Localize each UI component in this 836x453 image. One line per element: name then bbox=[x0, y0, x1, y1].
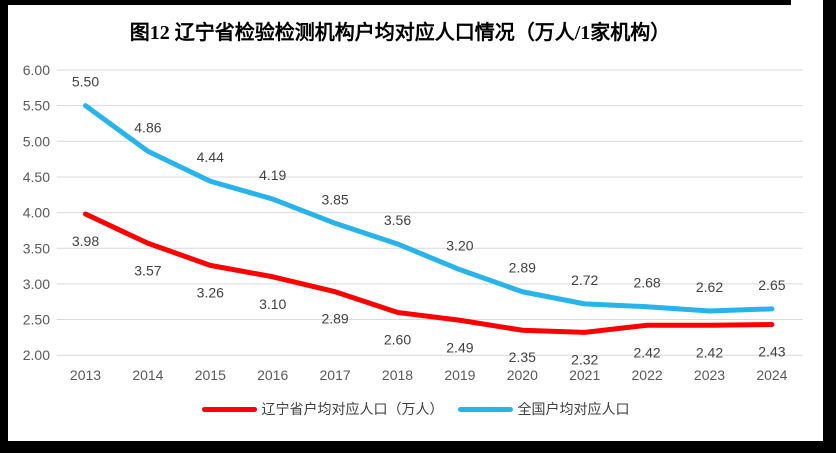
data-label: 3.26 bbox=[197, 284, 224, 300]
x-axis-tick-label: 2013 bbox=[70, 367, 101, 383]
frame-left-bar bbox=[0, 0, 8, 453]
data-label: 2.35 bbox=[509, 349, 536, 365]
chart-legend: 辽宁省户均对应人口（万人） 全国户均对应人口 bbox=[8, 399, 823, 419]
y-axis-tick-label: 2.00 bbox=[23, 347, 50, 363]
y-axis-tick-label: 6.00 bbox=[23, 62, 50, 78]
data-label: 2.89 bbox=[321, 311, 348, 327]
series-line-1 bbox=[83, 103, 775, 314]
data-label: 2.32 bbox=[571, 351, 598, 367]
y-axis-tick-label: 4.00 bbox=[23, 205, 50, 221]
data-label: 2.72 bbox=[571, 272, 598, 288]
x-axis-tick-label: 2019 bbox=[444, 367, 475, 383]
data-label: 3.10 bbox=[259, 296, 286, 312]
line-chart: 6.00 5.50 5.00 4.50 4.00 3.50 3.00 2.50 2.00 2013… bbox=[23, 62, 803, 383]
data-label: 3.57 bbox=[134, 262, 161, 278]
legend-item-national: 全国户均对应人口 bbox=[457, 399, 630, 419]
data-label: 4.19 bbox=[259, 167, 286, 183]
data-label: 3.20 bbox=[446, 238, 473, 254]
data-label: 3.56 bbox=[384, 212, 411, 228]
x-axis-tick-label: 2017 bbox=[320, 367, 351, 383]
data-label: 2.60 bbox=[384, 331, 411, 347]
data-label: 4.44 bbox=[197, 149, 224, 165]
x-axis-tick-label: 2023 bbox=[694, 367, 725, 383]
data-label: 2.43 bbox=[758, 344, 785, 360]
y-axis-tick-label: 3.50 bbox=[23, 240, 50, 256]
legend-label-liaoning: 辽宁省户均对应人口（万人） bbox=[261, 401, 444, 417]
frame-bottom-bar bbox=[0, 441, 836, 453]
y-axis-tick-label: 4.50 bbox=[23, 169, 50, 185]
frame-right-bar bbox=[823, 0, 836, 453]
series-line-0 bbox=[83, 211, 775, 335]
legend-line-swatch-blue bbox=[457, 406, 513, 412]
legend-line-swatch-red bbox=[201, 406, 257, 412]
legend-item-liaoning: 辽宁省户均对应人口（万人） bbox=[201, 399, 444, 419]
y-axis-tick-label: 2.50 bbox=[23, 312, 50, 328]
chart-title: 图12 辽宁省检验检测机构户均对应人口情况（万人/1家机构） bbox=[129, 22, 671, 44]
x-axis-tick-label: 2016 bbox=[257, 367, 288, 383]
data-label: 2.89 bbox=[509, 260, 536, 276]
chart-area: 图12 辽宁省检验检测机构户均对应人口情况（万人/1家机构） 6.00 5.50 5… bbox=[8, 5, 823, 441]
x-axis-tick-label: 2022 bbox=[632, 367, 663, 383]
data-label: 2.68 bbox=[633, 275, 660, 291]
y-axis-tick-label: 5.00 bbox=[23, 133, 50, 149]
data-label: 2.65 bbox=[758, 277, 785, 293]
data-label: 3.98 bbox=[72, 233, 99, 249]
frame-top-bar bbox=[0, 0, 791, 5]
y-axis-tick-label: 3.00 bbox=[23, 276, 50, 292]
data-label: 2.42 bbox=[633, 344, 660, 360]
x-axis-tick-label: 2020 bbox=[507, 367, 538, 383]
data-label: 2.42 bbox=[696, 344, 723, 360]
x-axis-tick-label: 2015 bbox=[195, 367, 226, 383]
data-label: 3.85 bbox=[321, 191, 348, 207]
data-label: 4.86 bbox=[134, 119, 161, 135]
data-label: 5.50 bbox=[72, 74, 99, 90]
legend-label-national: 全国户均对应人口 bbox=[517, 401, 630, 417]
x-axis-tick-label: 2018 bbox=[382, 367, 413, 383]
y-axis-tick-label: 5.50 bbox=[23, 98, 50, 114]
data-label: 2.62 bbox=[696, 279, 723, 295]
x-axis-tick-label: 2024 bbox=[756, 367, 787, 383]
x-axis-tick-label: 2021 bbox=[569, 367, 600, 383]
x-axis-tick-label: 2014 bbox=[132, 367, 163, 383]
data-label: 2.49 bbox=[446, 339, 473, 355]
